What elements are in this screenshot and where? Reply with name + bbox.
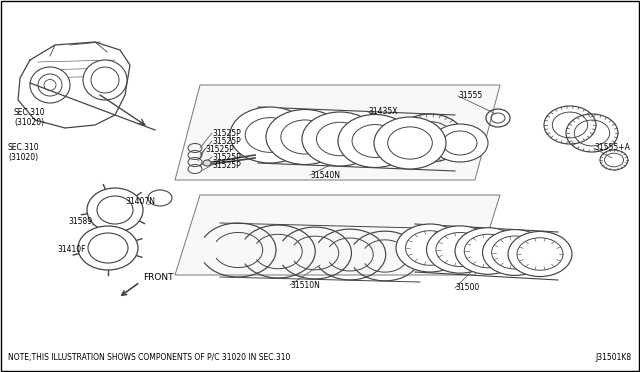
Text: NOTE;THIS ILLUSTRATION SHOWS COMPONENTS OF P/C 31020 IN SEC.310: NOTE;THIS ILLUSTRATION SHOWS COMPONENTS …: [8, 353, 291, 362]
Text: 31555+A: 31555+A: [594, 144, 630, 153]
Ellipse shape: [230, 107, 310, 163]
Ellipse shape: [87, 188, 143, 232]
Text: 31525P: 31525P: [205, 144, 234, 154]
Text: 31407N: 31407N: [125, 198, 155, 206]
Polygon shape: [175, 85, 500, 180]
Text: 31525P: 31525P: [212, 128, 241, 138]
Ellipse shape: [203, 160, 211, 166]
Text: 31525P: 31525P: [212, 153, 241, 161]
Ellipse shape: [374, 117, 446, 169]
Text: 31435X: 31435X: [368, 108, 397, 116]
Ellipse shape: [396, 224, 464, 272]
Ellipse shape: [266, 109, 344, 164]
Ellipse shape: [455, 228, 521, 274]
Ellipse shape: [78, 226, 138, 270]
Text: J31501K8: J31501K8: [596, 353, 632, 362]
Text: 31555: 31555: [458, 92, 483, 100]
Ellipse shape: [302, 112, 378, 166]
Text: 31589: 31589: [68, 218, 92, 227]
Text: SEC.310
(31020): SEC.310 (31020): [14, 108, 45, 127]
Ellipse shape: [148, 190, 172, 206]
Text: SEC.310
(31020): SEC.310 (31020): [8, 143, 40, 163]
Ellipse shape: [508, 231, 572, 276]
Text: 31500: 31500: [455, 283, 479, 292]
Ellipse shape: [426, 226, 493, 273]
Text: FRONT: FRONT: [143, 273, 173, 282]
Ellipse shape: [338, 115, 412, 167]
Text: 31525P: 31525P: [212, 137, 241, 145]
Text: 31510N: 31510N: [290, 280, 320, 289]
Ellipse shape: [30, 67, 70, 103]
Polygon shape: [175, 195, 500, 275]
Ellipse shape: [483, 230, 547, 275]
Ellipse shape: [432, 124, 488, 162]
Ellipse shape: [83, 60, 127, 100]
Text: 31525P: 31525P: [212, 160, 241, 170]
Text: 31410F: 31410F: [57, 246, 86, 254]
Text: 31540N: 31540N: [310, 170, 340, 180]
